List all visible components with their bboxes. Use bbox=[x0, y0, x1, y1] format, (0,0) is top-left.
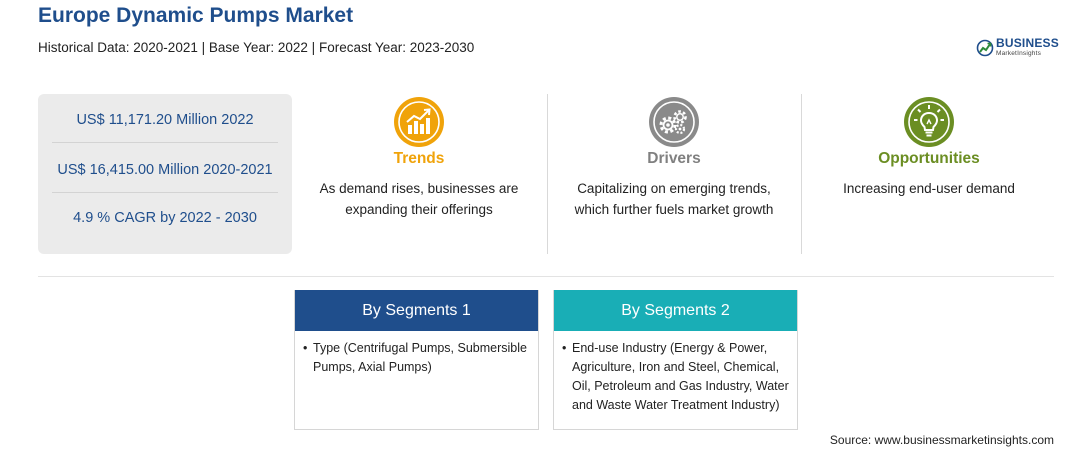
opportunities-column: Opportunities Increasing end-user demand bbox=[802, 94, 1056, 254]
drivers-description: Capitalizing on emerging trends, which f… bbox=[574, 181, 774, 217]
stat-divider bbox=[52, 142, 278, 143]
stat-cagr: 4.9 % CAGR by 2022 - 2030 bbox=[73, 210, 257, 226]
drivers-column: Drivers Capitalizing on emerging trends,… bbox=[547, 94, 801, 254]
gears-icon bbox=[647, 95, 701, 149]
market-stats-panel: US$ 11,171.20 Million 2022 US$ 16,415.00… bbox=[38, 94, 292, 254]
page-title: Europe Dynamic Pumps Market bbox=[38, 4, 354, 27]
stat-market-size-2022: US$ 11,171.20 Million 2022 bbox=[76, 112, 254, 128]
segment-1-bullet: • bbox=[303, 341, 308, 355]
trends-description: As demand rises, businesses are expandin… bbox=[319, 181, 519, 217]
opportunities-label: Opportunities bbox=[878, 150, 980, 167]
logo-name: BUSINESS bbox=[996, 36, 1059, 50]
logo-tagline: MarketInsights bbox=[996, 50, 1042, 57]
column-divider bbox=[547, 94, 548, 254]
segment-2-body: • End-use Industry (Energy & Power, Agri… bbox=[554, 331, 797, 415]
section-divider bbox=[38, 276, 1054, 277]
opportunities-description: Increasing end-user demand bbox=[843, 181, 1015, 196]
segment-2-title: By Segments 2 bbox=[554, 290, 797, 331]
source-credit[interactable]: Source: www.businessmarketinsights.com bbox=[829, 433, 1054, 447]
segment-card-2: By Segments 2 • End-use Industry (Energy… bbox=[553, 290, 798, 430]
logo-globe-icon bbox=[976, 39, 994, 57]
stat-market-size-historical: US$ 16,415.00 Million 2020-2021 bbox=[57, 162, 273, 178]
trends-column: Trends As demand rises, businesses are e… bbox=[292, 94, 546, 254]
page-subtitle: Historical Data: 2020-2021 | Base Year: … bbox=[38, 40, 475, 55]
segment-2-bullet: • bbox=[562, 341, 567, 355]
growth-chart-icon bbox=[392, 95, 446, 149]
segment-1-body: • Type (Centrifugal Pumps, Submersible P… bbox=[295, 331, 538, 377]
column-divider bbox=[801, 94, 802, 254]
lightbulb-icon bbox=[902, 95, 956, 149]
stat-divider bbox=[52, 192, 278, 193]
segment-2-text: End-use Industry (Energy & Power, Agricu… bbox=[572, 341, 789, 412]
segment-1-text: Type (Centrifugal Pumps, Submersible Pum… bbox=[313, 341, 527, 374]
trends-label: Trends bbox=[393, 150, 445, 167]
drivers-label: Drivers bbox=[647, 150, 701, 167]
segment-1-title: By Segments 1 bbox=[295, 290, 538, 331]
company-logo[interactable]: BUSINESS MarketInsights bbox=[976, 36, 1060, 62]
segment-card-1: By Segments 1 • Type (Centrifugal Pumps,… bbox=[294, 290, 539, 430]
